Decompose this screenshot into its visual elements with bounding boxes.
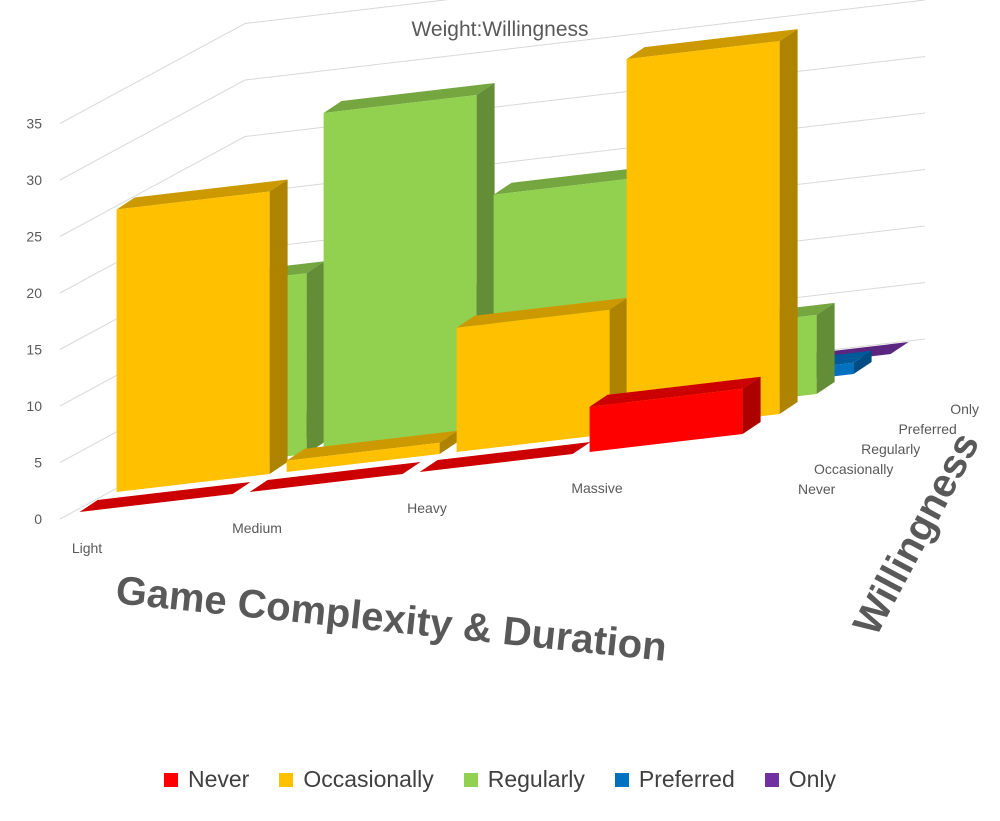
y-tick-label: 15	[26, 342, 42, 358]
bar-top	[626, 29, 798, 60]
bar-side	[853, 350, 872, 374]
legend-swatch	[163, 772, 178, 787]
bar-never-heavy	[419, 442, 591, 472]
bar-front	[589, 388, 743, 452]
gridline	[59, 0, 926, 181]
x-axis-title: Game Complexity & Duration	[114, 568, 669, 670]
bar-side	[816, 302, 835, 394]
legend-item-preferred: Preferred	[614, 766, 735, 793]
depth-tick-label: Regularly	[861, 441, 920, 457]
y-tick-label: 35	[26, 116, 42, 132]
bar-top	[419, 442, 591, 472]
legend-swatch	[614, 772, 629, 787]
legend-item-occasionally: Occasionally	[279, 766, 434, 793]
y-tick-label: 30	[26, 172, 42, 188]
legend-item-never: Never	[163, 766, 250, 793]
legend-label: Regularly	[487, 766, 585, 792]
bar-top	[249, 462, 421, 492]
y-tick-label: 25	[26, 229, 42, 245]
depth-tick-label: Preferred	[898, 421, 956, 437]
bar-front	[286, 442, 440, 472]
legend-swatch	[764, 772, 779, 787]
bars-layer	[79, 29, 909, 512]
bar-occasionally-light	[116, 179, 288, 492]
legend-item-only: Only	[764, 766, 837, 793]
legend-item-regularly: Regularly	[463, 766, 585, 793]
bar-front	[79, 494, 233, 512]
legend-label: Occasionally	[303, 766, 434, 792]
depth-tick-label: Never	[798, 481, 836, 497]
legend-swatch	[279, 772, 294, 787]
gridline	[59, 0, 450, 124]
bar-front	[419, 454, 573, 472]
bar-side	[439, 430, 458, 454]
bar-front	[456, 309, 610, 452]
legend-label: Preferred	[638, 766, 735, 792]
bar-never-light	[79, 482, 251, 512]
bar-front	[116, 191, 270, 492]
depth-tick-label: Only	[950, 401, 979, 417]
bar-side	[742, 376, 761, 434]
bar-occasionally-massive	[626, 29, 798, 432]
bar-top	[323, 83, 495, 113]
x-tick-label: Light	[72, 540, 102, 556]
x-tick-label: Massive	[571, 480, 623, 496]
bar-side	[306, 261, 325, 454]
bar-side	[269, 179, 288, 474]
chart-title: Weight:Willingness	[411, 18, 589, 41]
bar-never-massive	[589, 376, 761, 452]
bar-side	[779, 29, 798, 414]
bar-top	[493, 164, 665, 195]
depth-axis-title: Willingness	[845, 426, 988, 643]
legend-label: Never	[187, 766, 250, 792]
legend-swatch	[463, 772, 478, 787]
bar-front	[323, 95, 477, 452]
legend: Never Occasionally Regularly Preferred Only	[0, 766, 1000, 793]
bar-top	[116, 179, 288, 210]
bar-top	[589, 376, 761, 407]
y-tick-label: 20	[26, 285, 42, 301]
bar-top	[456, 297, 628, 328]
bar-front	[626, 41, 780, 432]
bar-top	[286, 430, 458, 461]
bar-never-medium	[249, 462, 421, 492]
y-tick-label: 5	[34, 455, 42, 471]
x-tick-label: Heavy	[407, 500, 447, 516]
depth-tick-label: Occasionally	[814, 461, 893, 477]
bar-top	[79, 482, 251, 512]
legend-label: Only	[788, 766, 837, 792]
x-tick-label: Medium	[232, 520, 282, 536]
y-tick-label: 0	[34, 511, 42, 527]
y-tick-label: 10	[26, 398, 42, 414]
bar-occasionally-medium	[286, 430, 458, 472]
